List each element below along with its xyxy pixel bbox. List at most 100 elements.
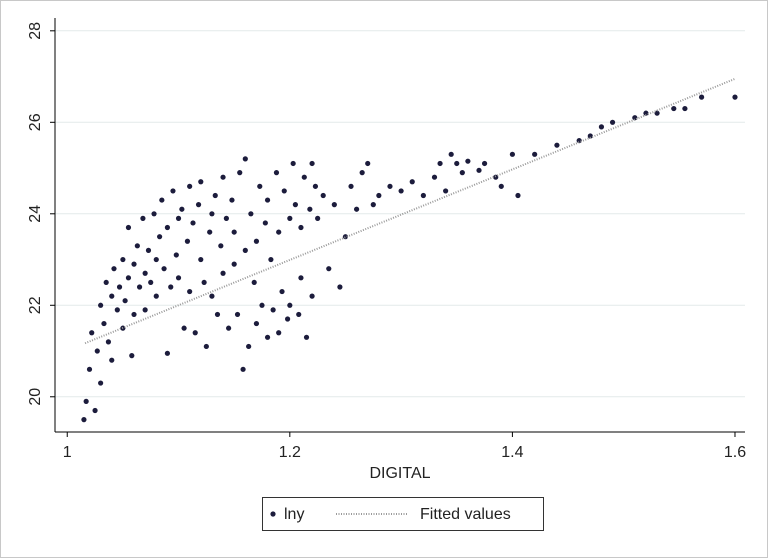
point [83,398,89,404]
point [398,188,404,194]
point [532,151,538,157]
point [151,211,157,217]
point [376,192,382,199]
point [98,380,104,386]
x-tick-label: 1.2 [279,444,301,461]
point [509,151,516,157]
y-tick-label: 26 [27,113,44,131]
point [142,270,148,276]
point [309,160,315,167]
point [220,270,226,276]
point [89,330,95,336]
point [170,188,176,194]
x-axis-label: DIGITAL [369,465,430,482]
point [481,160,488,167]
point [246,343,252,350]
x-tick-label: 1 [63,444,72,461]
point [153,256,159,263]
point [287,302,293,308]
point [264,334,271,340]
point [109,293,115,299]
point [476,167,482,173]
point [370,202,376,208]
grid [55,30,745,398]
y-tick-label: 20 [27,388,44,406]
point [420,192,426,199]
point [192,330,198,336]
point [257,183,263,189]
point [290,160,296,167]
point [212,192,218,199]
point [273,170,280,176]
point [214,311,221,318]
point [198,179,204,185]
point [459,170,465,176]
point [287,215,293,221]
point [94,348,100,354]
point [671,105,677,112]
point [242,156,248,162]
point [732,94,738,100]
point [122,298,128,304]
point [454,160,460,167]
point [111,266,117,272]
point [498,183,504,189]
point [129,353,135,359]
point [226,325,232,331]
point [81,417,87,423]
point [161,266,167,272]
point [105,339,112,345]
point [284,316,291,322]
point [218,243,224,249]
legend-marker [270,511,276,517]
point [175,215,182,221]
point [198,256,204,263]
point [279,288,285,295]
point [632,115,638,121]
y-tick-label: 28 [27,22,44,40]
point [131,311,137,318]
point [120,256,126,263]
point [145,247,152,253]
point [262,220,268,226]
point [643,110,649,116]
point [587,133,593,139]
y-tick-label: 24 [27,205,44,223]
point [231,261,237,267]
point [465,158,471,164]
point [264,197,271,203]
point [164,350,171,356]
point [276,229,282,235]
point [248,211,254,217]
point [342,234,349,240]
plot-area [81,77,738,423]
point [312,183,319,189]
point [220,174,226,180]
point [114,307,120,313]
point [301,174,307,180]
point [148,279,154,286]
point [253,238,260,244]
point [307,206,313,212]
point [223,215,229,221]
point [240,366,246,372]
point [237,170,243,176]
point [136,284,143,290]
point [298,224,304,231]
point [229,197,235,203]
point [309,293,315,299]
point [320,192,326,199]
point [116,284,123,290]
point [142,307,148,313]
point [242,247,248,253]
legend-label: Fitted values [420,506,511,523]
point [201,279,207,286]
point [268,256,274,263]
point [184,238,191,244]
point [168,284,174,290]
point [234,311,241,318]
point [86,366,93,372]
point [303,334,310,340]
point [159,197,165,203]
point [598,124,605,130]
